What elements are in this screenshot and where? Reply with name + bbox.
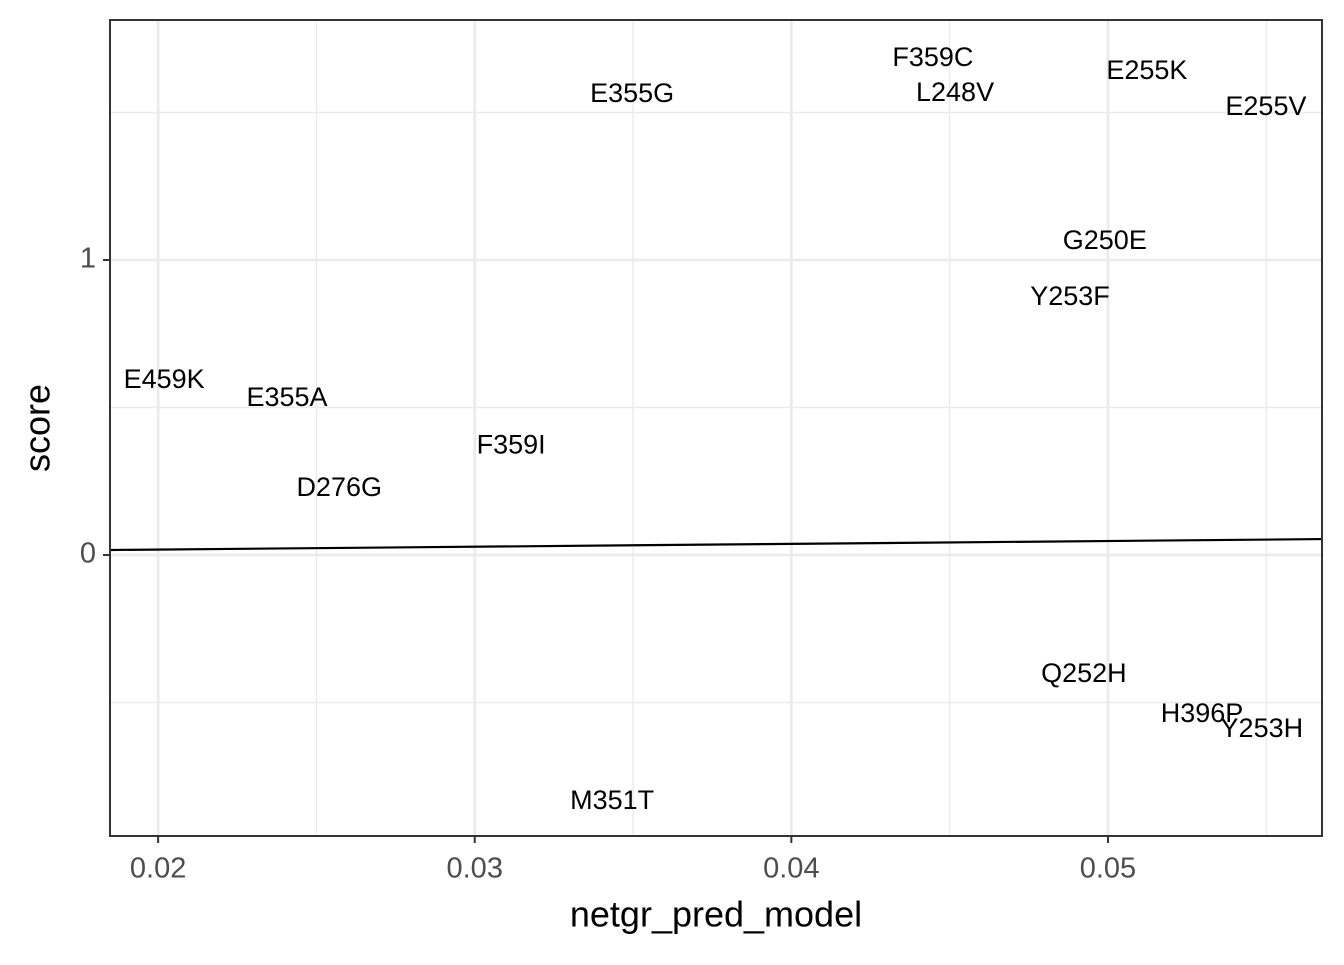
- x-axis-label: netgr_pred_model: [570, 894, 862, 935]
- x-tick-label: 0.02: [130, 853, 186, 885]
- point-label: E255K: [1106, 55, 1187, 85]
- x-tick-label: 0.04: [763, 853, 819, 885]
- point-label: E355A: [246, 382, 327, 412]
- point-label: D276G: [296, 472, 382, 502]
- point-label: Y253H: [1221, 713, 1304, 743]
- point-label: H396P: [1161, 698, 1244, 728]
- panel-border: [109, 19, 1323, 837]
- x-tick-label: 0.03: [447, 853, 503, 885]
- point-label: E355G: [590, 78, 674, 108]
- y-axis-label: score: [17, 384, 58, 472]
- point-label: E459K: [124, 364, 205, 394]
- trend-line: [109, 537, 1323, 552]
- point-label: M351T: [570, 785, 654, 815]
- point-label: Q252H: [1041, 658, 1127, 688]
- point-label: F359C: [892, 42, 973, 72]
- y-tick-label: 0: [80, 538, 96, 570]
- x-tick-label: 0.05: [1080, 853, 1136, 885]
- point-label: E255V: [1225, 91, 1306, 121]
- y-tick-label: 1: [80, 243, 96, 275]
- point-label: G250E: [1063, 225, 1147, 255]
- point-label: L248V: [916, 77, 994, 107]
- point-label: F359I: [477, 429, 546, 459]
- point-label: Y253F: [1030, 281, 1110, 311]
